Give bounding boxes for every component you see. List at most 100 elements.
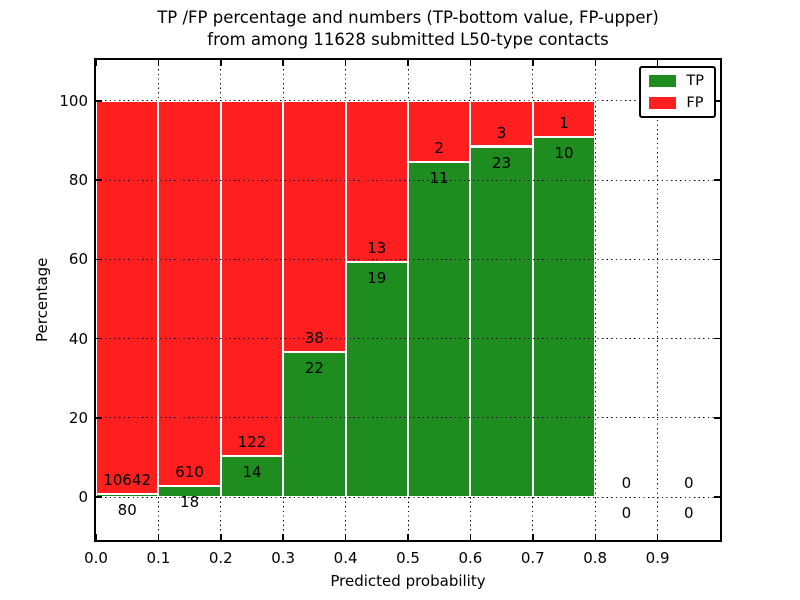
x-tick-mark	[220, 534, 222, 540]
y-tick-label: 60	[68, 250, 88, 269]
x-tick-mark	[95, 60, 97, 66]
bar-fp-1	[158, 100, 221, 486]
x-tick-mark	[469, 534, 472, 540]
bar-fp-7	[532, 100, 596, 137]
y-tick-mark	[714, 417, 720, 419]
x-tick-mark	[95, 534, 97, 540]
x-tick-mark	[344, 534, 347, 540]
x-tick-mark	[594, 534, 596, 540]
legend-label-fp: FP	[686, 95, 704, 111]
bar-tp-6	[470, 146, 533, 498]
bar-label-fp-6: 3	[496, 123, 507, 142]
bar-tp-3	[283, 351, 346, 498]
x-tick-mark	[157, 534, 160, 540]
y-tick-label: 80	[68, 171, 88, 190]
y-tick-mark	[714, 496, 720, 498]
x-tick-label: 0.1	[146, 549, 171, 567]
x-tick-mark	[282, 60, 284, 66]
bar-label-fp-7: 1	[559, 113, 569, 132]
bar-label-fp-8: 0	[621, 474, 632, 493]
x-tick-mark	[532, 534, 534, 540]
bar-label-fp-3: 38	[304, 328, 324, 347]
x-tick-mark	[407, 534, 409, 540]
bar-fp-5	[408, 100, 471, 162]
bar-label-tp-4: 19	[367, 268, 387, 287]
x-tick-label: 0.7	[520, 549, 545, 567]
x-tick-mark	[656, 534, 659, 540]
y-tick-mark	[96, 100, 102, 102]
legend-item-tp: TP	[649, 74, 704, 88]
x-axis-label: Predicted probability	[330, 572, 486, 590]
plot-area: Percentage Predicted probability TP FP 0…	[33, 58, 722, 590]
y-tick-mark	[96, 496, 102, 498]
x-tick-mark	[407, 60, 409, 66]
chart-title: TP /FP percentage and numbers (TP-bottom…	[96, 7, 720, 51]
x-tick-label: 0.6	[458, 549, 483, 567]
bar-fp-4	[345, 100, 408, 262]
bar-fp-3	[283, 100, 346, 352]
bar-label-tp-6: 23	[492, 153, 512, 172]
bar-label-tp-3: 22	[304, 358, 324, 377]
x-tick-label: 0.4	[333, 549, 358, 567]
x-tick-label: 0.8	[583, 549, 608, 567]
legend-item-fp: FP	[649, 96, 704, 110]
legend-swatch-fp-icon	[649, 97, 677, 109]
bar-tp-7	[532, 136, 596, 498]
y-tick-mark	[714, 100, 720, 102]
bar-label-fp-9: 0	[684, 474, 694, 493]
y-tick-mark	[96, 337, 102, 340]
x-tick-label: 0.9	[645, 549, 670, 567]
x-tick-mark	[157, 60, 160, 66]
y-gridline	[96, 100, 720, 102]
x-tick-mark	[282, 534, 284, 540]
x-tick-mark	[656, 60, 659, 66]
y-axis-label: Percentage	[33, 257, 51, 343]
legend-swatch-tp-icon	[649, 75, 677, 87]
y-gridline	[96, 496, 720, 498]
y-tick-mark	[96, 179, 102, 181]
y-tick-mark	[714, 337, 720, 340]
bar-label-tp-7: 10	[554, 143, 574, 162]
bar-label-tp-1: 18	[180, 492, 200, 511]
legend: TP FP	[639, 66, 716, 118]
legend-label-tp: TP	[686, 73, 704, 89]
y-tick-label: 40	[68, 329, 88, 348]
y-tick-label: 100	[59, 91, 88, 110]
y-gridline	[96, 258, 720, 260]
x-tick-label: 0.5	[396, 549, 420, 567]
bar-label-tp-8: 0	[621, 504, 632, 523]
y-gridline	[96, 338, 720, 340]
bar-label-tp-9: 0	[684, 504, 694, 523]
bar-label-tp-5: 11	[429, 168, 449, 187]
y-gridline	[96, 179, 720, 181]
x-tick-mark	[220, 60, 222, 66]
y-tick-mark	[96, 417, 102, 419]
bar-label-fp-2: 122	[237, 433, 267, 452]
y-gridline	[96, 417, 720, 419]
y-tick-mark	[714, 258, 720, 261]
bar-label-fp-0: 10642	[103, 471, 152, 490]
chart-title-line1: TP /FP percentage and numbers (TP-bottom…	[157, 8, 659, 27]
bar-label-fp-4: 13	[367, 238, 387, 257]
x-tick-mark	[594, 60, 596, 66]
bar-tp-5	[408, 161, 471, 498]
bar-tp-2	[220, 456, 284, 498]
x-tick-label: 0.2	[208, 549, 233, 567]
x-tick-mark	[532, 60, 534, 66]
bar-label-fp-1: 610	[175, 462, 204, 481]
y-tick-label: 0	[78, 488, 88, 507]
y-tick-mark	[96, 258, 102, 261]
bar-label-tp-2: 14	[242, 463, 262, 482]
bar-tp-4	[345, 261, 408, 498]
x-tick-mark	[344, 60, 347, 66]
y-tick-mark	[714, 179, 720, 181]
bar-label-fp-5: 2	[434, 138, 444, 157]
x-gridline	[594, 60, 596, 540]
x-tick-mark	[469, 60, 472, 66]
x-gridline	[657, 60, 659, 540]
bar-tp-1	[158, 485, 221, 498]
bar-fp-2	[220, 100, 284, 457]
bar-fp-0	[96, 100, 159, 495]
bar-label-tp-0: 80	[117, 501, 137, 520]
